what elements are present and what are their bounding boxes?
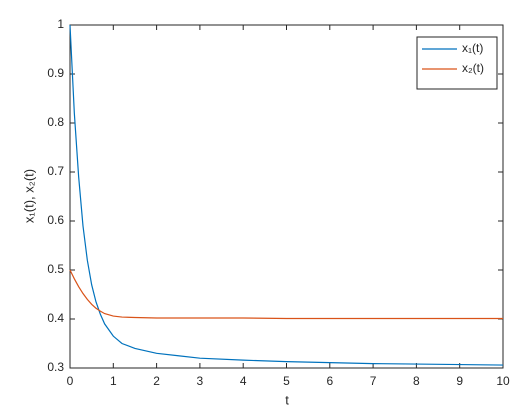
y-tick-label: 1 [57,17,64,31]
line [69,269,503,320]
x-tick-label: 2 [153,374,160,388]
x-tick-label: 3 [197,374,204,388]
y-tick-label: 0.6 [47,213,64,227]
x-tick-label: 7 [370,374,377,388]
y-tick-label: 0.4 [47,311,64,325]
y-tick-label: 0.3 [47,360,64,374]
x-tick-label: 6 [326,374,333,388]
legend-label: x₁(t) [462,41,483,55]
y-tick-label: 0.8 [47,115,64,129]
x-tick-label: 0 [67,374,74,388]
legend-box [416,36,498,90]
x-tick-label: 1 [110,374,117,388]
x-tick-label: 4 [240,374,247,388]
legend-label: x₂(t) [462,61,484,75]
y-tick-label: 0.5 [47,262,64,276]
y-axis-label: x₁(t), x₂(t) [21,169,36,223]
x-tick-label: 9 [456,374,463,388]
x-tick-label: 8 [413,374,420,388]
y-tick-label: 0.7 [47,164,64,178]
x-tick-label: 5 [283,374,290,388]
x-tick-label: 10 [496,374,510,388]
y-tick-label: 0.9 [47,66,64,80]
line [69,24,504,366]
x-axis-label: t [285,392,289,407]
